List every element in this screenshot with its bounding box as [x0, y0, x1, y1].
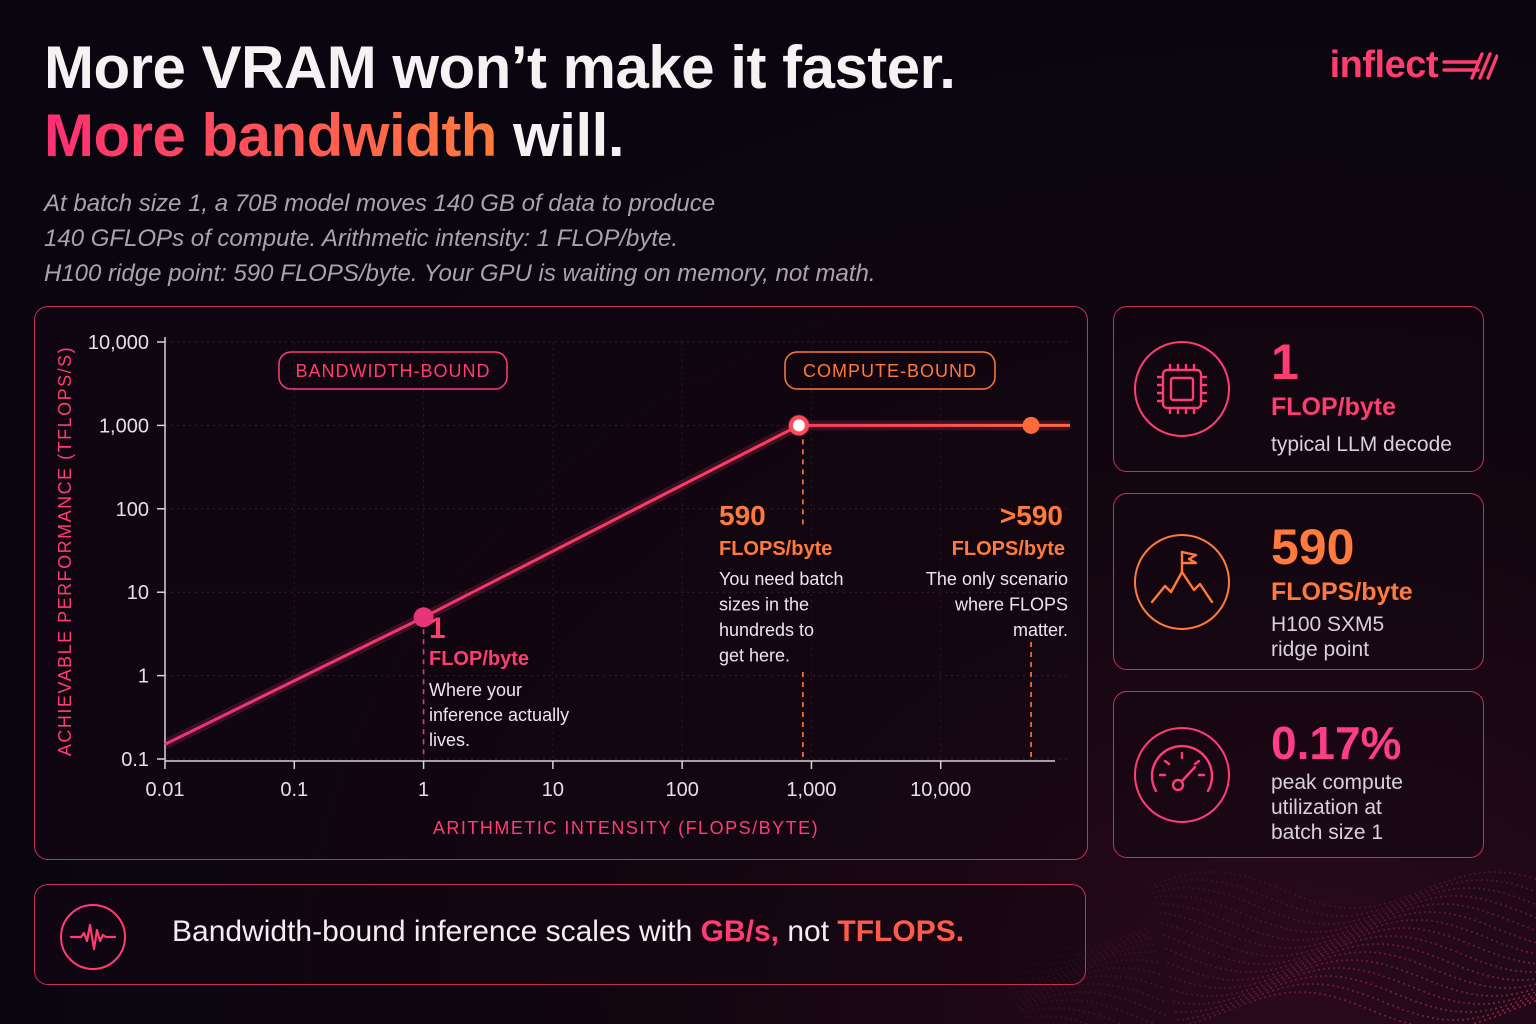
gauge-icon [1134, 726, 1230, 823]
waveform-icon [60, 904, 126, 970]
headline-line-2: More bandwidth will. [44, 102, 955, 170]
y-tick-label: 10 [127, 582, 149, 604]
x-tick-label: 0.1 [280, 779, 308, 801]
annotation-3-text: The only scenario [926, 569, 1068, 589]
annotation-1-unit: FLOP/byte [429, 648, 529, 670]
annotation-2-text: get here. [719, 646, 790, 666]
annotation-3-text: where FLOPS [954, 595, 1068, 615]
footer-highlight-tflops: TFLOPS. [837, 915, 965, 948]
headline-highlight: More bandwidth [44, 102, 497, 169]
region-pill-bandwidth [278, 351, 508, 390]
annotation-2-unit: FLOPS/byte [719, 538, 832, 560]
mountain-flag-icon [1134, 533, 1230, 630]
y-tick-label: 10,000 [88, 332, 149, 354]
stat-desc-line: peak compute [1271, 771, 1403, 794]
stat-value: 590 [1271, 519, 1355, 575]
chip-icon [1134, 341, 1230, 437]
stat-unit: FLOPS/byte [1271, 578, 1413, 606]
subtitle: At batch size 1, a 70B model moves 140 G… [44, 186, 944, 291]
stat-desc-line: H100 SXM5 [1271, 613, 1385, 636]
roofline-chart-panel: 0.1 1 10 100 1,000 10,000 0.01 0.1 1 10 100 1,000 10… [34, 306, 1088, 860]
y-tick-label: 100 [116, 499, 149, 521]
annotation-3-unit: FLOPS/byte [952, 538, 1065, 560]
logo-slashes-icon [1442, 51, 1498, 80]
annotation-1-text: inference actually [429, 705, 569, 725]
dot-wave-group [1000, 871, 1536, 1024]
x-tick-label: 10,000 [910, 779, 971, 801]
x-axis-label: ARITHMETIC INTENSITY (FLOPS/BYTE) [433, 818, 819, 838]
y-axis-label: ACHIEVABLE PERFORMANCE (TFLOPS/S) [55, 346, 75, 756]
headline-line-1: More VRAM won’t make it faster. [44, 34, 956, 101]
headline: More VRAM won’t make it faster. More ban… [44, 34, 956, 170]
footer-banner: Bandwidth-bound inference scales with GB… [34, 884, 1086, 985]
y-tick-label: 1 [138, 666, 149, 688]
stat-desc-line: utilization at [1271, 796, 1382, 819]
region-pill-compute [784, 351, 996, 390]
subtitle-line: At batch size 1, a 70B model moves 140 G… [44, 190, 716, 217]
stat-card-ridge-point: 590 FLOPS/byte H100 SXM5 ridge point [1113, 493, 1484, 670]
annotation-1-text: Where your [429, 680, 522, 700]
footer-highlight-gbs: GB/s, [700, 915, 780, 948]
roofline-line [164, 423, 1070, 746]
roofline-chart: 0.1 1 10 100 1,000 10,000 0.01 0.1 1 10 100 1,000 10… [55, 332, 1070, 838]
logo-text: inflect [1329, 44, 1439, 86]
footer-middle: not [779, 915, 838, 948]
stat-unit: FLOP/byte [1271, 393, 1397, 421]
x-tick-label: 10 [542, 779, 564, 801]
stat-desc: H100 SXM5 ridge point [1271, 612, 1471, 662]
stat-desc: typical LLM decode [1271, 433, 1452, 456]
subtitle-line: 140 GFLOPs of compute. Arithmetic intens… [44, 225, 679, 252]
x-tick-label: 0.01 [146, 779, 185, 801]
stat-value: 0.17% [1271, 717, 1402, 769]
x-tick-label: 1,000 [786, 779, 836, 801]
y-tick-label: 0.1 [121, 749, 149, 771]
subtitle-line: H100 ridge point: 590 FLOPS/byte. Your G… [44, 260, 876, 287]
annotation-3-value: >590 [1000, 500, 1063, 531]
region-label-compute: COMPUTE-BOUND [803, 361, 977, 381]
x-tick-label: 1 [418, 779, 429, 801]
decorative-dot-wave [1000, 871, 1536, 1024]
y-tick-label: 1,000 [99, 415, 149, 437]
annotation-2-text: sizes in the [719, 595, 809, 615]
data-point-marker [413, 607, 434, 628]
brand-logo: inflect [1330, 44, 1498, 87]
footer-prefix: Bandwidth-bound inference scales with [172, 915, 701, 948]
annotation-2-text: You need batch [719, 569, 843, 589]
stat-desc: peak compute utilization at batch size 1 [1271, 770, 1471, 845]
data-point-marker [1022, 416, 1040, 434]
annotation-2-text: hundreds to [719, 620, 814, 640]
annotation-3-text: matter. [1013, 620, 1068, 640]
ridge-point-marker [788, 415, 809, 436]
stat-value: 1 [1271, 334, 1299, 390]
stat-card-typical-decode: 1 FLOP/byte typical LLM decode [1113, 306, 1484, 472]
x-tick-label: 100 [665, 779, 698, 801]
annotation-2-value: 590 [719, 500, 766, 531]
headline-rest: will. [496, 102, 624, 169]
stat-desc-line: ridge point [1271, 638, 1370, 661]
stat-card-utilization: 0.17% peak compute utilization at batch … [1113, 691, 1484, 858]
annotation-1-text: lives. [429, 730, 470, 750]
region-label-bandwidth: BANDWIDTH-BOUND [296, 361, 491, 381]
annotation-1-value: 1 [429, 612, 446, 645]
stat-desc-line: batch size 1 [1271, 821, 1384, 844]
footer-text: Bandwidth-bound inference scales with GB… [172, 915, 964, 949]
